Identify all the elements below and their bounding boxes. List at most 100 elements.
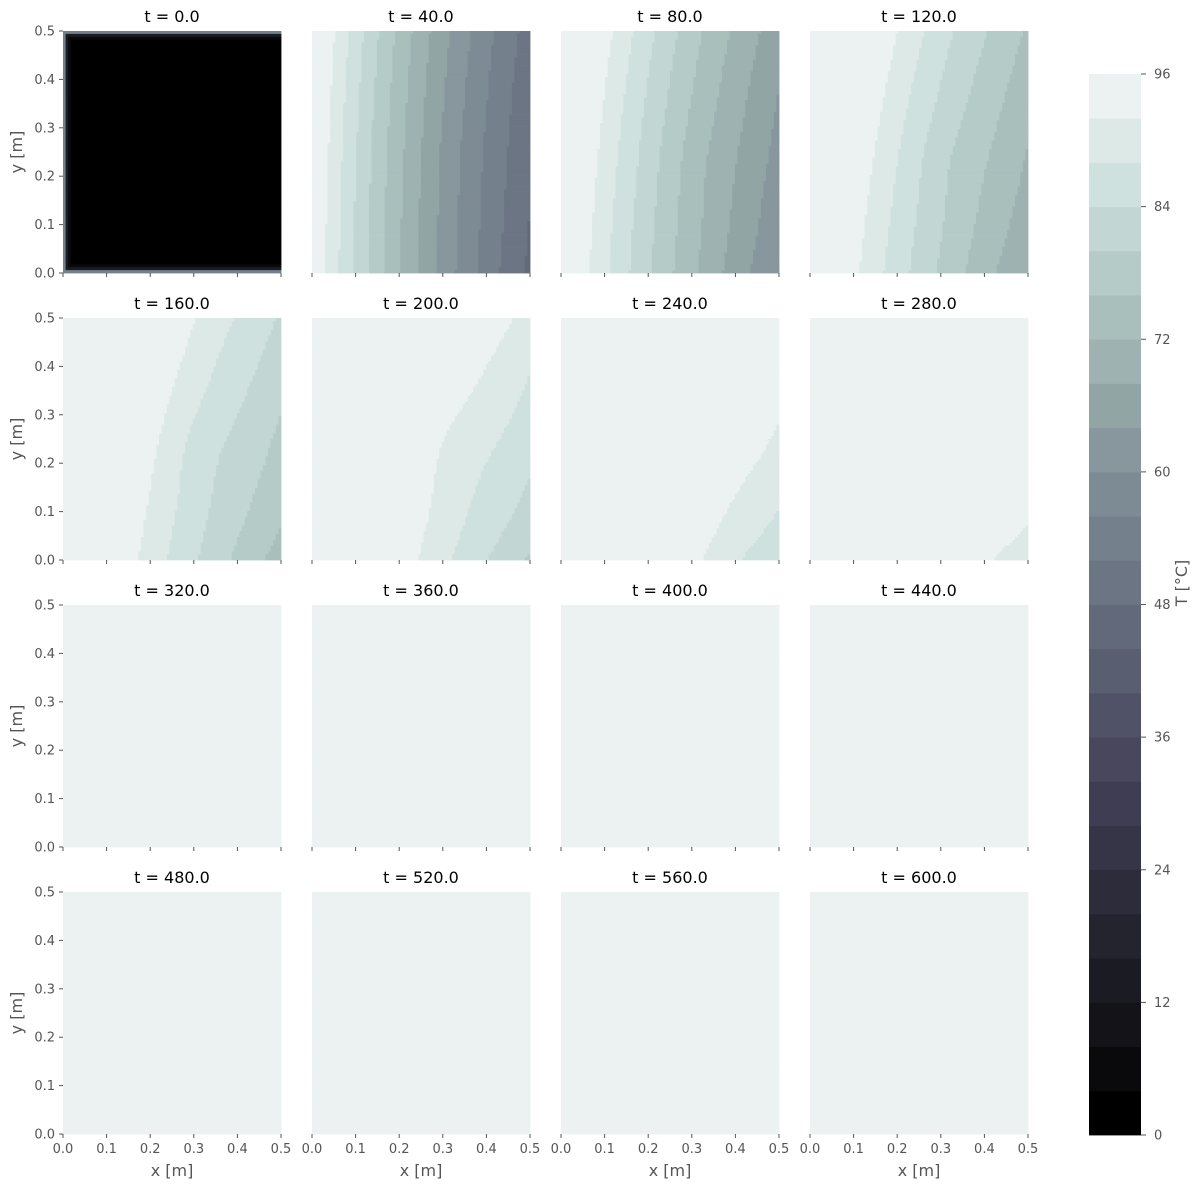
colorbar-band <box>1089 162 1141 208</box>
panel-2: t = 80.0 <box>560 7 780 277</box>
colorbar-band <box>1089 560 1141 605</box>
x-tick-label: 0.4 <box>227 1142 248 1157</box>
panel-3: t = 120.0 <box>809 7 1029 277</box>
colorbar-tick-label: 96 <box>1154 68 1171 83</box>
colorbar-band <box>1089 737 1141 782</box>
colorbar-tick-label: 72 <box>1154 333 1171 348</box>
x-tick-label: 0.3 <box>432 1142 453 1157</box>
panel-title: t = 480.0 <box>134 868 210 887</box>
y-tick-label: 0.3 <box>34 695 55 710</box>
x-tick-label: 0.3 <box>681 1142 702 1157</box>
panel-title: t = 280.0 <box>881 294 957 313</box>
y-axis-label: y [m] <box>7 992 26 1035</box>
y-tick-label: 0.5 <box>34 312 55 327</box>
panel-title: t = 400.0 <box>632 581 708 600</box>
y-tick-label: 0.1 <box>34 505 55 520</box>
y-tick-label: 0.2 <box>34 744 55 759</box>
panel-field <box>312 31 531 274</box>
colorbar: 0 12 24 36 48 60 72 84 96 T [°C] <box>1089 68 1191 1144</box>
colorbar-band <box>1089 118 1141 163</box>
panel-field <box>312 318 531 561</box>
panel-title: t = 600.0 <box>881 868 957 887</box>
colorbar-band <box>1089 692 1141 738</box>
panels: t = 0.0 0.0 0.1 0.2 0.3 0.4 0.5 y [m] t = 40.0 t … <box>7 7 1038 1180</box>
x-tick-label: 0.2 <box>887 1142 908 1157</box>
y-tick-label: 0.4 <box>34 73 55 88</box>
x-tick-label: 0.5 <box>1018 1142 1039 1157</box>
panel-field <box>63 318 282 561</box>
colorbar-band <box>1089 913 1141 959</box>
panel-field <box>312 892 531 1135</box>
x-tick-label: 0.0 <box>302 1142 323 1157</box>
colorbar-band <box>1089 825 1141 871</box>
x-tick-label: 0.0 <box>53 1142 74 1157</box>
panel-5: t = 200.0 <box>311 294 531 564</box>
colorbar-bands <box>1089 74 1141 1136</box>
panel-0: t = 0.0 0.0 0.1 0.2 0.3 0.4 0.5 y [m] <box>7 7 282 282</box>
x-tick-label: 0.1 <box>96 1142 117 1157</box>
y-tick-label: 0.2 <box>34 457 55 472</box>
colorbar-tick-label: 48 <box>1154 598 1171 613</box>
panel-title: t = 80.0 <box>637 7 702 26</box>
panel-10: t = 400.0 <box>560 581 780 851</box>
y-tick-label: 0.5 <box>34 25 55 40</box>
y-tick-label: 0.3 <box>34 121 55 136</box>
colorbar-tick-label: 36 <box>1154 731 1171 746</box>
y-tick-label: 0.0 <box>34 1128 55 1143</box>
x-axis-label: x [m] <box>649 1161 692 1180</box>
x-tick-label: 0.4 <box>476 1142 497 1157</box>
x-tick-label: 0.2 <box>389 1142 410 1157</box>
colorbar-tick-label: 84 <box>1154 200 1171 215</box>
colorbar-band <box>1089 206 1141 252</box>
colorbar-band <box>1089 1090 1141 1136</box>
panel-field <box>63 605 282 848</box>
panel-field <box>63 892 282 1135</box>
y-tick-label: 0.0 <box>34 267 55 282</box>
panel-title: t = 560.0 <box>632 868 708 887</box>
panel-field <box>63 31 282 274</box>
colorbar-band <box>1089 339 1141 384</box>
panel-14: t = 560.0 0.0 0.1 0.2 0.3 0.4 0.5 x [m] <box>551 868 790 1180</box>
colorbar-label: T [°C] <box>1172 560 1191 608</box>
y-tick-label: 0.3 <box>34 982 55 997</box>
x-tick-label: 0.0 <box>800 1142 821 1157</box>
x-axis-label: x [m] <box>400 1161 443 1180</box>
panel-title: t = 520.0 <box>383 868 459 887</box>
panel-title: t = 40.0 <box>388 7 453 26</box>
panel-13: t = 520.0 0.0 0.1 0.2 0.3 0.4 0.5 x [m] <box>302 868 541 1180</box>
y-tick-label: 0.5 <box>34 886 55 901</box>
x-tick-label: 0.1 <box>843 1142 864 1157</box>
y-tick-label: 0.2 <box>34 170 55 185</box>
panel-field <box>810 605 1029 848</box>
colorbar-band <box>1089 427 1141 473</box>
panel-12: t = 480.0 0.0 0.1 0.2 0.3 0.4 0.5 0.0 0.1 0.2 0.3 0… <box>7 868 291 1180</box>
y-tick-label: 0.4 <box>34 360 55 375</box>
panel-title: t = 240.0 <box>632 294 708 313</box>
colorbar-band <box>1089 383 1141 429</box>
panel-field <box>561 318 780 561</box>
x-tick-label: 0.5 <box>769 1142 790 1157</box>
x-axis-label: x [m] <box>151 1161 194 1180</box>
panel-field <box>312 605 531 848</box>
y-tick-label: 0.2 <box>34 1031 55 1046</box>
y-axis-label: y [m] <box>7 705 26 748</box>
colorbar-band <box>1089 781 1141 826</box>
colorbar-tick-label: 12 <box>1154 996 1171 1011</box>
colorbar-band <box>1089 648 1141 694</box>
x-tick-label: 0.5 <box>520 1142 541 1157</box>
panel-field <box>810 31 1029 274</box>
panel-4: t = 160.0 0.0 0.1 0.2 0.3 0.4 0.5 y [m] <box>7 294 282 569</box>
panel-7: t = 280.0 <box>809 294 1029 564</box>
y-tick-label: 0.0 <box>34 554 55 569</box>
colorbar-band <box>1089 74 1141 119</box>
colorbar-tick-label: 0 <box>1154 1129 1162 1144</box>
panel-11: t = 440.0 <box>809 581 1029 851</box>
x-tick-label: 0.2 <box>638 1142 659 1157</box>
x-tick-label: 0.4 <box>974 1142 995 1157</box>
colorbar-band <box>1089 295 1141 340</box>
panel-15: t = 600.0 0.0 0.1 0.2 0.3 0.4 0.5 x [m] <box>800 868 1039 1180</box>
y-tick-label: 0.4 <box>34 934 55 949</box>
colorbar-band <box>1089 869 1141 915</box>
y-tick-label: 0.4 <box>34 647 55 662</box>
